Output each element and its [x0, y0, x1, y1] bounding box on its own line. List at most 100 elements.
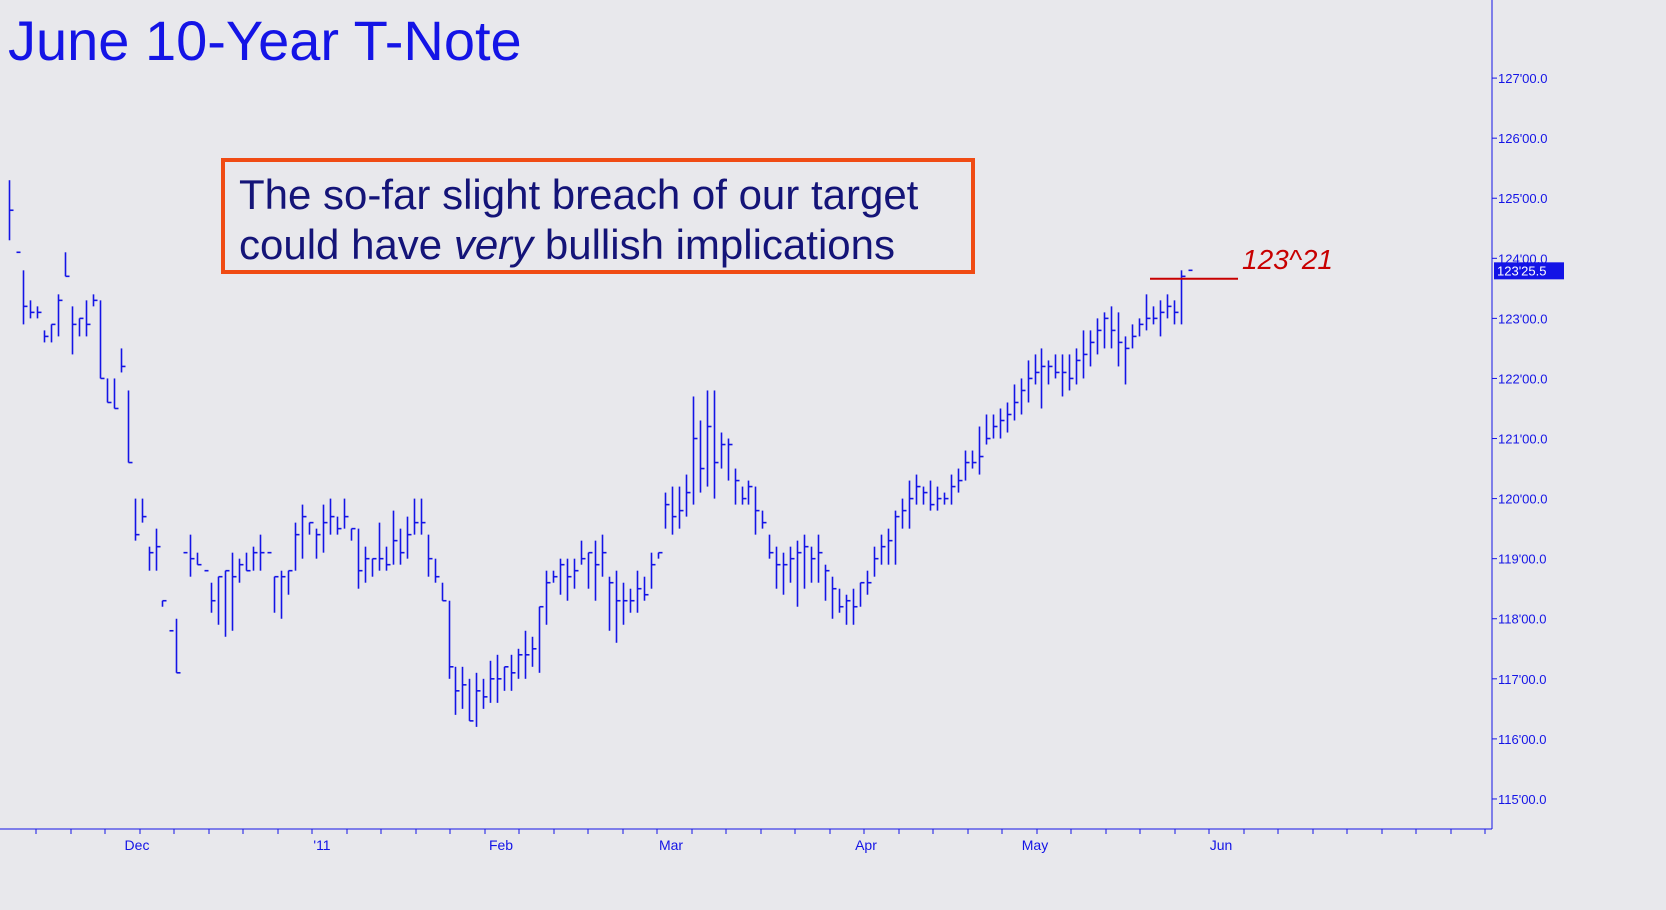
ohlc-bar — [943, 492, 949, 505]
ohlc-bar — [1089, 330, 1095, 367]
ohlc-bar — [99, 300, 105, 380]
ohlc-bar — [385, 546, 391, 571]
ohlc-bar — [1117, 312, 1123, 367]
x-tick-label: Apr — [855, 837, 877, 853]
ohlc-bar — [964, 450, 970, 481]
ohlc-bar — [566, 558, 572, 601]
ohlc-bar — [1013, 384, 1019, 421]
ohlc-bar — [141, 498, 147, 523]
ohlc-bar — [350, 527, 356, 541]
ohlc-bar — [866, 570, 872, 595]
ohlc-bar — [894, 510, 900, 565]
ohlc-bar — [720, 432, 726, 469]
ohlc-bar — [810, 546, 816, 583]
ohlc-bar — [971, 450, 977, 469]
ohlc-bar — [587, 551, 593, 589]
ohlc-bar — [343, 498, 349, 529]
y-tick-label: 115'00.0 — [1498, 792, 1547, 807]
ohlc-bar — [1061, 354, 1067, 397]
ohlc-bar — [36, 306, 42, 319]
ohlc-bar — [636, 570, 642, 613]
ohlc-bar — [273, 575, 279, 613]
ohlc-bar — [678, 486, 684, 529]
ohlc-bar — [545, 570, 551, 625]
ohlc-bar — [517, 648, 523, 679]
ohlc-bar — [64, 252, 70, 278]
ohlc-bar — [441, 582, 447, 602]
ohlc-bar — [378, 522, 384, 571]
ohlc-bar — [957, 468, 963, 493]
ohlc-bar — [915, 474, 921, 505]
ohlc-bar — [315, 528, 321, 559]
ohlc-bar — [643, 576, 649, 601]
ohlc-bar — [615, 570, 621, 643]
y-axis: 115'00.0 116'00.0 117'00.0 118'00.0 119'00.0… — [1492, 71, 1547, 807]
ohlc-bar — [301, 504, 307, 559]
ohlc-bar — [859, 581, 865, 607]
y-tick-label: 122'00.0 — [1498, 371, 1547, 386]
ohlc-bar — [692, 396, 698, 505]
ohlc-bar — [496, 654, 502, 703]
ohlc-bar — [1138, 318, 1144, 337]
ohlc-bar — [155, 528, 161, 571]
ohlc-bar — [113, 378, 119, 410]
ohlc-bar — [754, 486, 760, 535]
ohlc-bar — [468, 678, 474, 722]
ohlc-bar — [908, 480, 914, 529]
ohlc-bar — [1124, 336, 1130, 385]
ohlc-bar — [259, 534, 265, 571]
x-tick-label: '11 — [313, 837, 330, 853]
y-tick-label: 121'00.0 — [1498, 432, 1547, 447]
ohlc-bar — [238, 558, 244, 583]
ohlc-bar — [999, 408, 1005, 439]
ohlc-bar — [1173, 300, 1179, 325]
ohlc-bar — [538, 605, 544, 673]
ohlc-bar — [1006, 402, 1012, 433]
ohlc-bar — [148, 546, 154, 571]
ohlc-bar — [503, 666, 509, 691]
ohlc-bar — [1040, 348, 1046, 409]
y-tick-label: 127'00.0 — [1498, 71, 1547, 86]
ohlc-bar — [1082, 330, 1088, 379]
x-axis-ticks: Dec '11 Feb Mar Apr May Jun — [35, 829, 1486, 853]
ohlc-bar — [392, 510, 398, 565]
ohlc-bar — [671, 486, 677, 535]
ohlc-bar — [231, 552, 237, 631]
ohlc-bar — [489, 660, 495, 703]
ohlc-bar — [629, 588, 635, 613]
y-tick-label: 119'00.0 — [1498, 552, 1547, 567]
annotation-line-2-start: could have — [239, 221, 454, 268]
last-price-label: 123'25.5 — [1497, 263, 1546, 278]
ohlc-bar — [831, 576, 837, 619]
ohlc-bar — [650, 552, 656, 589]
ohlc-bar — [71, 306, 77, 355]
x-tick-label: Dec — [125, 837, 150, 853]
ohlc-bar — [1103, 312, 1109, 349]
ohlc-bar — [1159, 300, 1165, 337]
chart-title: June 10-Year T-Note — [8, 9, 522, 72]
ohlc-bar — [594, 540, 600, 601]
ohlc-bar — [161, 599, 167, 607]
ohlc-bar — [1166, 294, 1172, 319]
ohlc-bar — [992, 414, 998, 439]
ohlc-bar — [413, 498, 419, 535]
y-tick-label: 125'00.0 — [1498, 191, 1547, 206]
ohlc-bar — [573, 558, 579, 589]
ohlc-bar — [224, 569, 230, 637]
annotation-line-2: could have very bullish implications — [239, 220, 971, 270]
ohlc-bar — [1020, 378, 1026, 415]
ohlc-bar — [510, 654, 516, 691]
ohlc-bar — [308, 521, 314, 535]
y-tick-label: 120'00.0 — [1498, 492, 1547, 507]
ohlc-bar — [1054, 354, 1060, 379]
ohlc-bar — [803, 534, 809, 589]
target-label: 123^21 — [1242, 244, 1333, 275]
ohlc-bar — [768, 534, 774, 559]
ohlc-bar — [196, 552, 202, 566]
ohlc-bar — [922, 486, 928, 505]
ohlc-bar — [1027, 360, 1033, 403]
ohlc-bar — [448, 600, 454, 679]
ohlc-bar — [22, 270, 28, 325]
ohlc-bar — [92, 294, 98, 307]
